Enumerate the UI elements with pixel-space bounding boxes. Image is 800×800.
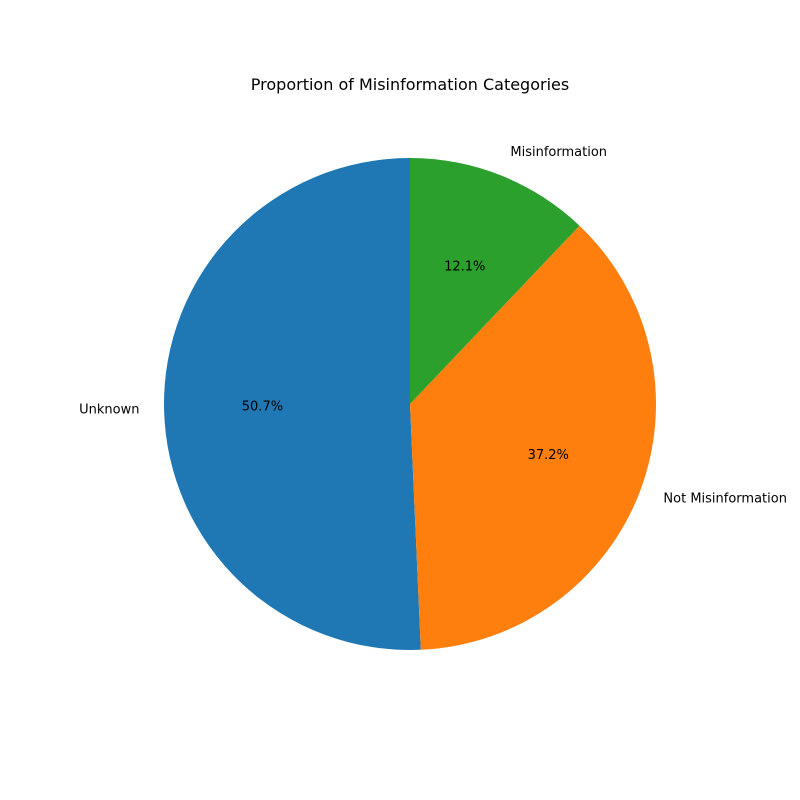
slice-label-misinformation: Misinformation [510, 145, 607, 160]
pie-slice-unknown [163, 158, 421, 650]
pie-slices [163, 158, 656, 650]
slice-percent-unknown: 50.7% [242, 400, 283, 415]
slice-label-not-misinformation: Not Misinformation [663, 491, 787, 506]
slice-percent-misinformation: 12.1% [444, 259, 485, 274]
slice-percent-not-misinformation: 37.2% [528, 448, 569, 463]
pie-slice-not-misinformation [410, 225, 656, 650]
pie-labels: Unknown 50.7% Not Misinformation 37.2% Misin… [79, 145, 787, 506]
slice-label-unknown: Unknown [79, 402, 139, 417]
pie-slice-misinformation [410, 158, 580, 404]
chart-title: Proportion of Misinformation Categories [251, 75, 569, 94]
